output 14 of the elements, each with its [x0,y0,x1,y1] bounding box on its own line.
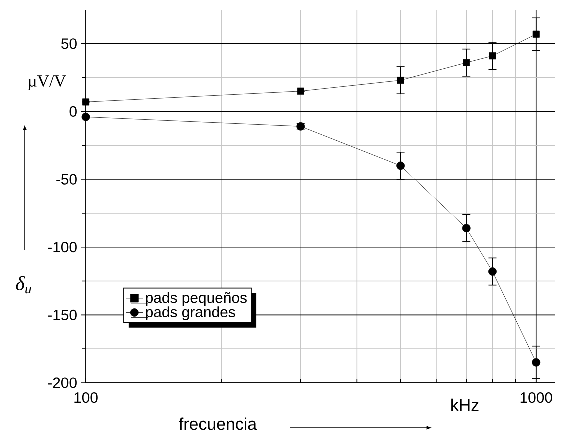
legend-label: pads pequeños [146,292,247,306]
x-axis-title: frecuencia [179,418,258,430]
y-tick-label: 0 [70,106,77,117]
y-tick-label: -150 [48,310,77,320]
y-axis-title: δ$_{u}$ [16,276,32,294]
y-tick-label: -200 [48,378,77,388]
text: kHz [452,398,479,412]
y-tick-label: -50 [56,174,77,185]
x-tick-label: 100 [74,392,98,404]
legend-label: pads grandes [146,306,236,321]
x-tick-label: 1000 [520,392,552,404]
y-tick-label: -100 [48,242,77,253]
text: µV/V [28,76,66,90]
y-tick-label: 50 [62,38,77,50]
